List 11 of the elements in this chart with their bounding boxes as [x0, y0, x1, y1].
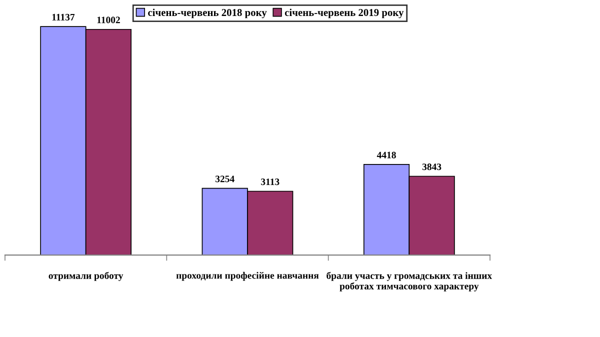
legend-label: січень-червень 2018 року — [148, 8, 267, 18]
x-tick-label: проходили професійне навчання — [176, 272, 319, 281]
data-label: 11002 — [97, 16, 120, 24]
data-label: 3254 — [216, 176, 234, 182]
data-label: 11137 — [52, 14, 75, 20]
x-tick-label: отримали роботу — [48, 272, 124, 281]
data-label: 3843 — [422, 164, 442, 170]
legend-label: січень-червень 2019 року — [284, 8, 404, 18]
data-label: 4418 — [376, 152, 396, 158]
x-tick-label: брали участь у громадських та інших роботах тимчасового характеру — [326, 272, 492, 292]
data-label: 3113 — [261, 178, 280, 186]
